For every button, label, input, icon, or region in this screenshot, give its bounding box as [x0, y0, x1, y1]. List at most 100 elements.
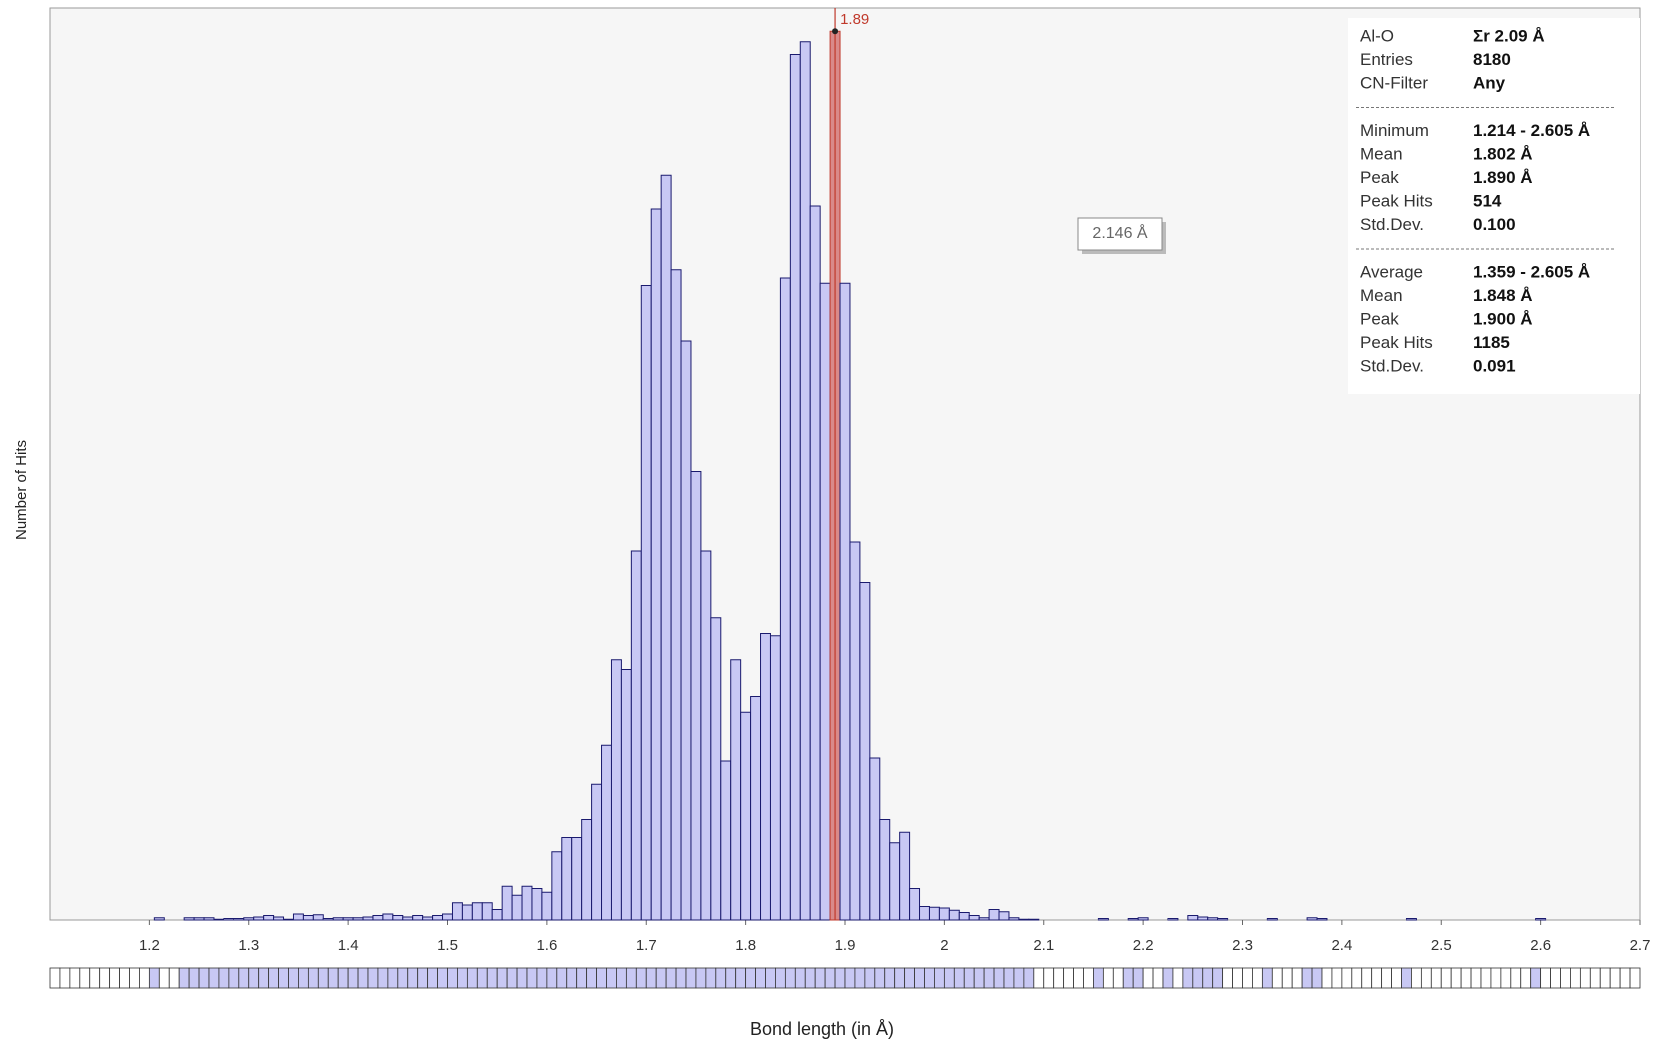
- range-cell: [1132, 967, 1144, 989]
- x-tick-label: 2: [940, 937, 948, 954]
- range-cell: [1589, 967, 1601, 989]
- bar: [700, 550, 712, 921]
- range-cell: [1053, 967, 1065, 989]
- range-cell: [675, 967, 687, 989]
- bar: [372, 915, 384, 921]
- range-cell: [1599, 967, 1611, 989]
- bar: [581, 819, 593, 921]
- bar: [302, 915, 314, 921]
- bar: [859, 582, 871, 921]
- bar: [750, 696, 762, 921]
- bar: [451, 902, 463, 921]
- x-tick-label: 1.8: [735, 937, 756, 954]
- bar: [640, 285, 652, 921]
- x-tick-label: 1.4: [338, 937, 359, 954]
- range-cell: [794, 967, 806, 989]
- bar: [919, 906, 930, 921]
- range-cell: [109, 967, 120, 989]
- range-cell: [1271, 967, 1283, 989]
- panel-value: 1.359 - 2.605 Å: [1473, 262, 1590, 281]
- range-cell: [1460, 967, 1472, 989]
- range-cell: [993, 967, 1005, 989]
- range-cell: [1560, 967, 1571, 989]
- bar: [402, 916, 414, 921]
- range-cell: [804, 967, 816, 989]
- bar: [1097, 918, 1109, 921]
- bar: [630, 550, 642, 921]
- range-cell: [1609, 967, 1621, 989]
- range-cell: [1043, 967, 1055, 989]
- range-cell: [69, 967, 81, 989]
- range-cell: [606, 967, 617, 989]
- range-cell: [1261, 967, 1273, 989]
- bar: [620, 669, 632, 921]
- range-cell: [397, 967, 409, 989]
- panel-value: 0.091: [1473, 356, 1516, 375]
- range-cell: [1371, 967, 1383, 989]
- bar: [720, 760, 732, 921]
- range-cell: [1013, 967, 1025, 989]
- range-cell: [1242, 967, 1253, 989]
- range-cell: [337, 967, 349, 989]
- range-cell: [1172, 967, 1184, 989]
- range-cell: [784, 967, 796, 989]
- range-cell: [288, 967, 299, 989]
- bar: [730, 659, 742, 921]
- bar: [571, 837, 583, 921]
- bar: [1127, 918, 1139, 921]
- range-cell: [1063, 967, 1074, 989]
- panel-label: CN-Filter: [1360, 73, 1428, 92]
- range-cell: [665, 967, 677, 989]
- marker-point: [832, 28, 839, 35]
- bar: [1306, 917, 1318, 921]
- bar: [690, 471, 702, 921]
- bar: [909, 888, 921, 921]
- bar: [392, 915, 404, 921]
- bar: [193, 917, 205, 921]
- bar: [332, 917, 344, 921]
- panel-value: 0.100: [1473, 215, 1516, 234]
- range-cell: [1550, 967, 1561, 989]
- range-cell: [705, 967, 717, 989]
- range-cell: [1222, 967, 1233, 989]
- bar: [839, 282, 851, 921]
- range-cell: [99, 967, 111, 989]
- bar: [958, 912, 970, 921]
- bar: [531, 888, 543, 921]
- bar: [740, 711, 752, 921]
- range-cell: [953, 967, 965, 989]
- range-cell: [1252, 967, 1263, 989]
- range-cell: [158, 967, 170, 989]
- range-cell: [874, 967, 886, 989]
- x-tick-label: 2.2: [1133, 937, 1154, 954]
- bar: [342, 917, 354, 921]
- panel-label: Entries: [1360, 50, 1413, 69]
- bar: [879, 819, 891, 921]
- range-cell: [635, 967, 647, 989]
- bar: [243, 917, 255, 921]
- range-cell: [248, 967, 260, 989]
- range-cell: [745, 967, 756, 989]
- panel-value: 514: [1473, 191, 1502, 210]
- bar: [799, 41, 811, 921]
- range-cell: [556, 967, 568, 989]
- range-cell: [516, 967, 528, 989]
- bar: [680, 340, 692, 921]
- bar: [998, 911, 1010, 921]
- range-cell: [1351, 967, 1363, 989]
- bar: [253, 916, 265, 921]
- range-cell: [1083, 967, 1094, 989]
- bar: [263, 915, 275, 921]
- range-cell: [49, 967, 61, 989]
- bar: [273, 916, 285, 921]
- bar: [1137, 917, 1149, 921]
- panel-label: Al-O: [1360, 26, 1394, 45]
- range-cell: [1102, 967, 1114, 989]
- range-cell: [1232, 967, 1243, 989]
- range-cell: [1381, 967, 1392, 989]
- bar: [471, 902, 483, 921]
- range-cell: [1301, 967, 1313, 989]
- range-cell: [317, 967, 329, 989]
- range-cell: [278, 967, 289, 989]
- range-cell: [1450, 967, 1462, 989]
